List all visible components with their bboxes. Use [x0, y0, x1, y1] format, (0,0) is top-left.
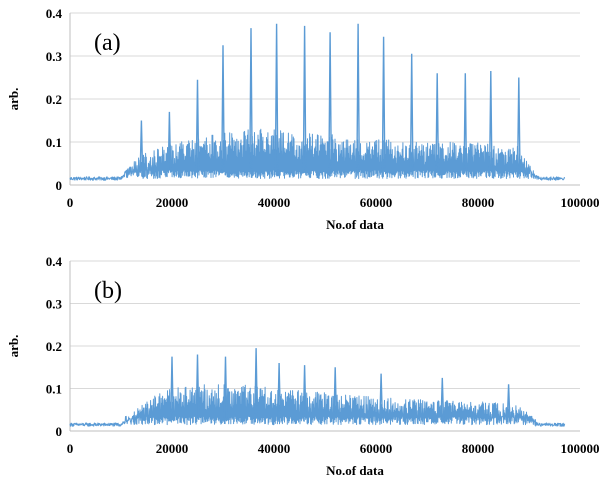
data-peak: [488, 70, 493, 173]
data-peak: [409, 53, 414, 173]
data-peak: [274, 23, 279, 173]
data-peak: [254, 348, 258, 419]
data-peak: [506, 384, 511, 419]
data-peak: [195, 354, 200, 419]
y-tick-label: 0.4: [46, 6, 63, 21]
data-peak: [223, 356, 228, 419]
data-peak: [302, 365, 307, 419]
data-peak: [277, 362, 281, 419]
y-tick-label: 0.2: [46, 92, 62, 107]
data-peak: [333, 367, 338, 419]
data-peak: [167, 111, 172, 173]
x-tick-label: 40000: [258, 195, 291, 210]
panel-label: (b): [94, 278, 122, 304]
y-tick-label: 0: [56, 178, 63, 193]
x-tick-label: 100000: [561, 441, 600, 456]
data-peak: [435, 73, 440, 173]
data-peak: [381, 36, 386, 173]
data-peak: [440, 377, 445, 419]
x-tick-label: 80000: [462, 441, 495, 456]
y-tick-label: 0.3: [46, 49, 63, 64]
x-tick-label: 80000: [462, 195, 495, 210]
y-tick-label: 0.3: [46, 297, 63, 312]
x-tick-label: 60000: [360, 441, 393, 456]
y-tick-label: 0.4: [46, 254, 63, 269]
data-peak: [249, 28, 253, 173]
y-tick-label: 0.1: [46, 135, 62, 150]
data-peak: [463, 73, 468, 173]
y-axis-label: arb.: [6, 335, 21, 358]
x-tick-label: 40000: [258, 441, 291, 456]
y-tick-label: 0: [56, 424, 63, 439]
panel-label: (a): [94, 30, 121, 56]
series-line: [69, 384, 566, 427]
data-peak: [221, 45, 225, 173]
y-tick-label: 0.1: [46, 382, 62, 397]
x-tick-label: 20000: [156, 441, 189, 456]
data-peak: [302, 25, 307, 173]
x-tick-label: 0: [67, 195, 74, 210]
x-tick-label: 60000: [360, 195, 393, 210]
x-tick-label: 20000: [156, 195, 189, 210]
x-axis-label: No.of data: [326, 217, 384, 232]
series-line: [69, 128, 566, 181]
x-axis-label: No.of data: [326, 463, 384, 478]
panel-b: 0 0.1 0.2 0.3 0.4 0 20000 40000 60000 80000 100000…: [6, 254, 600, 478]
data-peak: [328, 32, 332, 173]
data-peak: [356, 23, 360, 173]
data-peak: [379, 373, 383, 419]
data-peak: [516, 77, 521, 173]
panel-a: 0 0.1 0.2 0.3 0.4 0 20000 40000 60000 80000 100000…: [6, 6, 600, 232]
data-peak: [139, 120, 144, 173]
data-peak: [195, 79, 200, 173]
y-axis-label: arb.: [6, 88, 21, 111]
data-peak: [170, 356, 174, 419]
y-tick-label: 0.2: [46, 339, 62, 354]
x-tick-label: 100000: [561, 195, 600, 210]
x-tick-label: 0: [67, 441, 74, 456]
